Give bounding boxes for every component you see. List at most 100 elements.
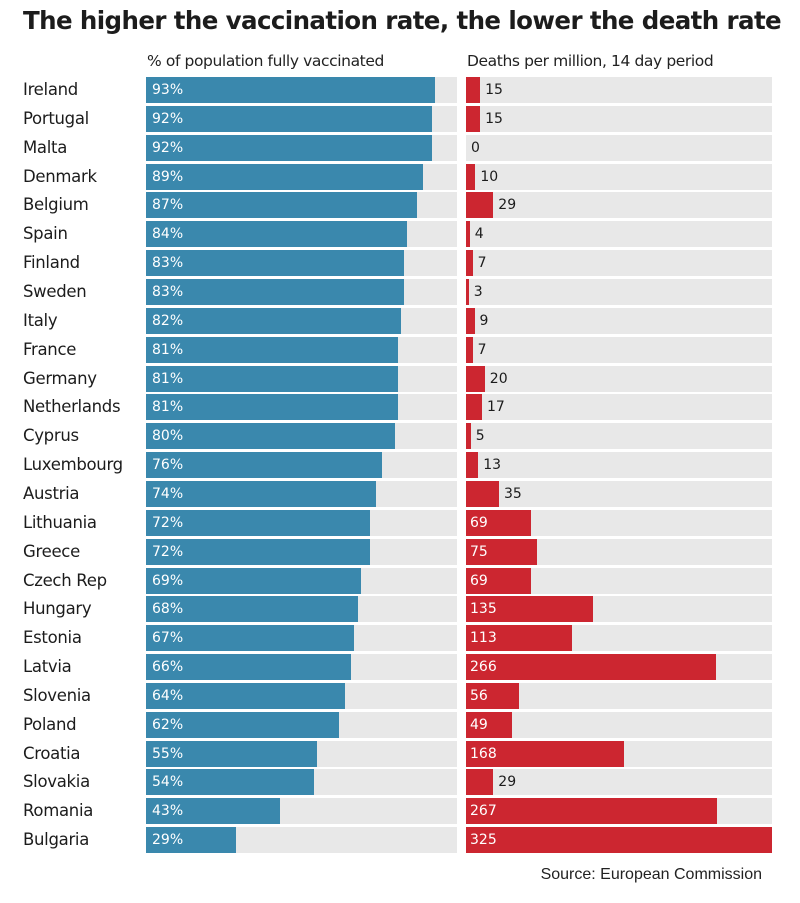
vaccination-value-label: 66% [152,659,184,675]
deaths-value-label: 15 [485,82,503,98]
deaths-bar [466,538,537,565]
deaths-track [466,163,772,190]
deaths-bar [466,452,479,479]
country-label: Luxembourg [23,455,123,475]
vaccination-value-label: 87% [152,197,184,214]
deaths-bar [466,509,531,536]
deaths-track [466,480,772,507]
vaccination-bar [146,134,433,161]
deaths-track [466,105,772,132]
vaccination-bar [146,711,339,738]
deaths-track [466,452,772,479]
deaths-value-label: 29 [498,774,517,791]
vaccination-value-label: 55% [152,745,184,762]
vaccination-bar [146,596,358,623]
vaccination-value-label: 43% [152,803,184,820]
vaccination-value-label: 82% [152,312,184,329]
country-label: Greece [23,541,80,561]
deaths-track [466,192,772,219]
vaccination-value-label: 69% [152,572,184,589]
vaccination-bar [146,480,377,507]
deaths-value-label: 113 [470,630,497,647]
country-label: Latvia [23,657,72,676]
deaths-track [466,307,772,334]
country-label: Finland [23,253,80,273]
vaccination-value-label: 76% [152,457,184,474]
vaccination-value-label: 83% [152,255,184,272]
deaths-value-label: 35 [504,485,522,502]
country-label: Belgium [23,195,89,215]
vaccination-bar [146,509,370,536]
deaths-value-label: 56 [470,687,488,704]
country-label: Denmark [23,166,97,186]
deaths-value-label: 49 [470,716,488,733]
vaccination-column-header: % of population fully vaccinated [147,52,384,70]
vaccination-value-label: 92% [152,110,184,127]
country-label: Ireland [23,80,78,99]
deaths-value-label: 7 [477,341,487,358]
deaths-track [466,77,772,103]
vaccination-bar [146,192,417,219]
deaths-value-label: 9 [479,312,489,329]
vaccination-value-label: 84% [152,226,184,243]
deaths-value-label: 135 [470,601,497,618]
deaths-column-header: Deaths per million, 14 day period [467,52,714,70]
country-label: Hungary [23,599,92,619]
vaccination-bar [146,827,237,854]
country-label: Spain [23,224,68,244]
deaths-bar [466,336,473,363]
country-label: Cyprus [23,426,79,446]
vaccination-bar [146,740,318,767]
deaths-bar [466,279,469,305]
deaths-bar [466,77,481,103]
vaccination-value-label: 74% [152,485,184,502]
vaccination-bar [146,221,408,248]
vaccination-value-label: 83% [152,284,184,300]
vaccination-bar [146,423,395,450]
vaccination-value-label: 54% [152,774,184,791]
deaths-bar [466,163,476,190]
deaths-track [466,394,772,421]
deaths-track [466,711,772,738]
vaccination-bar [146,452,383,479]
vaccination-value-label: 81% [152,370,184,387]
deaths-bar [466,221,470,248]
vaccination-bar [146,336,398,363]
deaths-value-label: 17 [487,399,505,416]
vaccination-value-label: 62% [152,716,184,733]
deaths-track [466,423,772,450]
vaccination-value-label: 92% [152,139,184,156]
vaccination-bar [146,538,370,565]
country-label: Poland [23,714,77,734]
deaths-value-label: 29 [498,197,517,214]
vaccination-bar [146,769,314,796]
deaths-value-label: 15 [485,110,503,127]
country-label: France [23,339,77,359]
deaths-value-label: 75 [470,543,488,560]
country-label: Romania [23,801,94,821]
deaths-value-label: 4 [474,226,484,243]
vaccination-value-label: 93% [152,82,184,98]
country-label: Bulgaria [23,830,90,850]
deaths-bar [466,423,471,450]
deaths-track [466,134,772,161]
deaths-bar [466,682,519,709]
deaths-bar [466,827,772,854]
vaccination-bar [146,163,423,190]
deaths-bar [466,365,485,392]
deaths-bar [466,798,718,825]
deaths-value-label: 69 [470,572,488,589]
vaccination-value-label: 80% [152,428,184,445]
country-label: Slovakia [23,772,90,792]
country-label: Netherlands [23,397,121,417]
vaccination-bar [146,798,280,825]
country-label: Sweden [23,282,87,301]
country-label: Portugal [23,108,89,128]
deaths-track [466,279,772,305]
country-label: Austria [23,483,80,503]
deaths-track [466,250,772,277]
chart-title: The higher the vaccination rate, the low… [23,6,782,35]
vaccination-bar [146,307,401,334]
deaths-bar [466,654,717,680]
deaths-bar [466,740,625,767]
